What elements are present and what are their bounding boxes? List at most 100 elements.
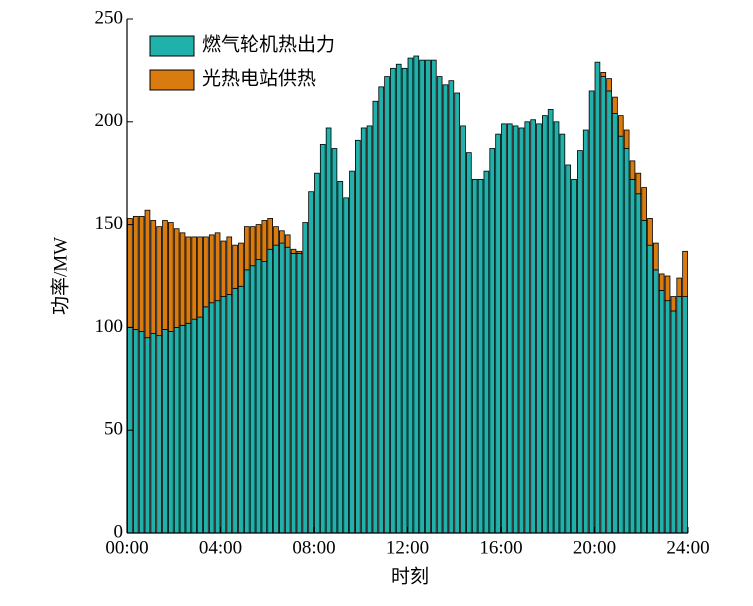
bar — [179, 324, 186, 534]
bar — [477, 178, 484, 534]
bar — [542, 115, 548, 534]
bar — [617, 115, 624, 137]
bar — [156, 335, 162, 534]
bar — [571, 178, 577, 534]
bar — [249, 265, 256, 534]
bar — [249, 226, 256, 267]
bar — [220, 240, 227, 297]
bar — [355, 139, 361, 534]
bar — [162, 329, 168, 534]
bar — [582, 129, 589, 534]
bar — [676, 296, 683, 534]
bar — [460, 125, 466, 534]
bar — [267, 218, 273, 250]
legend-swatch — [149, 35, 195, 57]
bar — [162, 220, 168, 330]
y-tick-label: 0 — [114, 521, 124, 542]
bar — [302, 222, 309, 534]
bar — [612, 113, 618, 534]
bar — [594, 61, 601, 534]
bar — [214, 300, 221, 534]
bar — [612, 96, 618, 114]
bar — [168, 222, 174, 332]
bar — [226, 294, 233, 534]
bar — [179, 232, 186, 326]
bar — [454, 92, 460, 534]
bar — [214, 232, 221, 302]
bar — [208, 234, 215, 304]
bar — [243, 226, 250, 271]
x-tick-label: 08:00 — [292, 537, 335, 558]
bar — [647, 218, 653, 246]
bar — [173, 228, 180, 328]
bar — [243, 269, 250, 534]
bar — [197, 316, 203, 534]
bar — [676, 277, 683, 297]
bar — [682, 250, 688, 297]
bar — [132, 329, 139, 534]
bar — [220, 296, 227, 534]
bar — [653, 269, 659, 534]
bar — [658, 289, 665, 534]
bar — [208, 302, 215, 534]
y-tick-label: 150 — [95, 213, 124, 234]
bar — [173, 326, 180, 534]
bar — [191, 318, 198, 534]
y-tick-label: 200 — [95, 110, 124, 131]
bar — [647, 244, 653, 534]
bar — [536, 123, 542, 534]
bar — [308, 191, 314, 534]
bar — [682, 296, 688, 534]
bar — [524, 121, 531, 534]
bar — [378, 86, 385, 534]
bar — [588, 90, 595, 534]
bar — [530, 119, 536, 534]
bar — [448, 80, 455, 534]
bar — [331, 148, 338, 534]
bar — [670, 296, 677, 312]
bar — [559, 133, 566, 534]
bar — [238, 285, 244, 534]
bar — [284, 234, 291, 248]
bar — [413, 55, 420, 534]
x-tick-label: 16:00 — [479, 537, 522, 558]
bar — [255, 259, 262, 534]
bar — [501, 123, 507, 534]
bar — [518, 127, 525, 534]
x-tick-label: 00:00 — [105, 537, 148, 558]
bar — [261, 261, 268, 534]
x-tick-label: 12:00 — [386, 537, 429, 558]
x-tick-label: 20:00 — [573, 537, 616, 558]
bar — [635, 172, 642, 195]
y-axis-label: 功率/MW — [49, 237, 71, 315]
bar — [168, 331, 174, 534]
bar — [144, 337, 151, 534]
bar — [267, 248, 273, 534]
bar — [658, 273, 665, 291]
x-axis-label: 时刻 — [391, 565, 429, 587]
bar — [290, 248, 297, 254]
bar — [325, 127, 332, 534]
bar — [150, 220, 157, 334]
bar — [419, 59, 425, 534]
bar — [401, 67, 408, 534]
bar — [314, 172, 320, 534]
bar — [623, 129, 630, 149]
bar — [629, 178, 636, 534]
bar — [132, 215, 139, 330]
bar — [635, 193, 642, 534]
bar — [273, 244, 279, 534]
bar — [606, 90, 612, 534]
bar — [553, 121, 560, 534]
y-tick-label: 50 — [104, 419, 123, 440]
x-tick-label: 04:00 — [199, 537, 242, 558]
bar — [407, 57, 414, 534]
bar — [565, 164, 572, 534]
bar — [284, 246, 291, 534]
bar — [483, 170, 490, 534]
bar — [425, 59, 431, 534]
bar — [232, 244, 238, 289]
bar — [296, 250, 303, 254]
bar — [261, 220, 268, 263]
